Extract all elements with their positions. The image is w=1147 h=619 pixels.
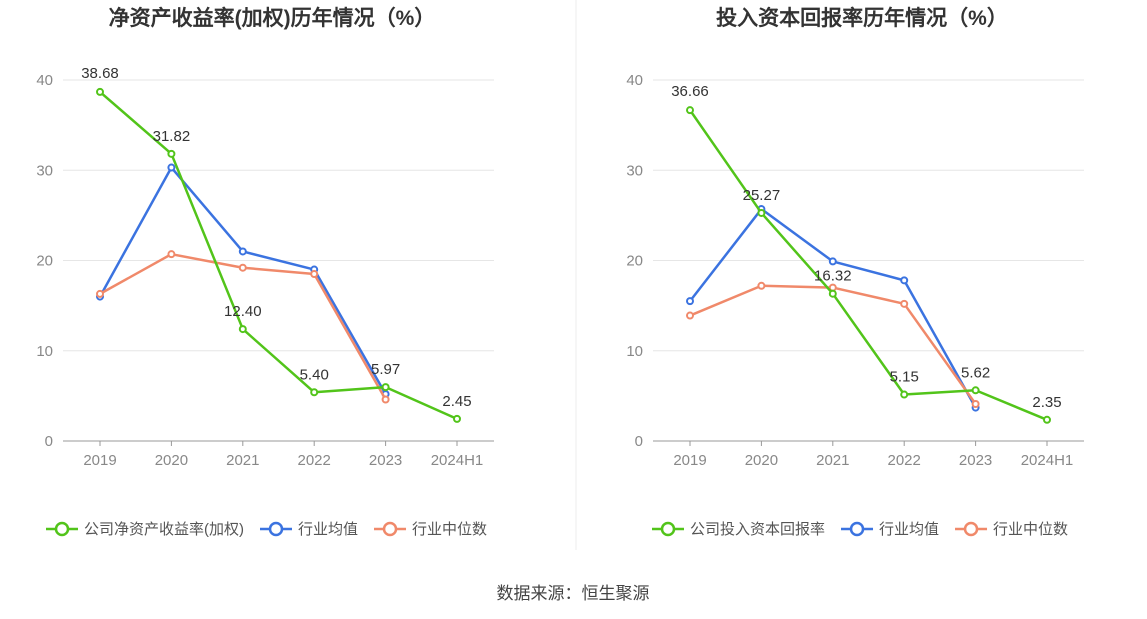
x-tick-label: 2019	[83, 452, 116, 469]
chart-title: 净资产收益率(加权)历年情况（%）	[109, 6, 436, 30]
legend-marker	[849, 521, 865, 537]
data-label: 36.66	[671, 83, 709, 100]
y-tick-label: 30	[36, 162, 53, 179]
data-point[interactable]	[900, 299, 909, 308]
data-source-note: 数据来源：恒生聚源	[497, 584, 650, 603]
data-point[interactable]	[96, 87, 104, 96]
x-tick-label: 2021	[226, 452, 259, 469]
y-tick-label: 10	[36, 343, 53, 360]
legend-label: 行业均值	[298, 521, 358, 538]
y-tick-label: 20	[626, 253, 643, 270]
data-point[interactable]	[757, 281, 766, 290]
data-point[interactable]	[900, 390, 909, 399]
x-tick-label: 2019	[673, 452, 706, 469]
legend-item[interactable]: 行业均值	[260, 521, 358, 538]
data-point[interactable]	[96, 289, 104, 298]
legend-label: 公司投入资本回报率	[690, 521, 825, 538]
data-point[interactable]	[971, 399, 980, 408]
y-tick-label: 40	[626, 72, 643, 89]
data-point[interactable]	[900, 276, 909, 285]
data-label: 5.62	[961, 364, 990, 381]
legend-item[interactable]: 行业中位数	[955, 521, 1068, 538]
x-tick-label: 2020	[155, 452, 188, 469]
x-tick-label: 2023	[369, 452, 402, 469]
x-tick-label: 2022	[298, 452, 331, 469]
x-tick-label: 2024H1	[431, 452, 484, 469]
chart-title: 投入资本回报率历年情况（%）	[716, 6, 1008, 30]
series-line-0	[99, 90, 458, 421]
series-line-0	[688, 109, 1048, 421]
data-point[interactable]	[238, 325, 247, 334]
roe-chart: 净资产收益率(加权)历年情况（%） 0 10 20 30 40 2019 2020 2021 2…	[36, 6, 494, 538]
x-tick-label: 2023	[959, 452, 992, 469]
data-label: 12.40	[224, 303, 262, 320]
data-point[interactable]	[167, 149, 176, 158]
y-tick-label: 0	[45, 433, 53, 450]
legend-label: 行业中位数	[412, 521, 487, 538]
data-point[interactable]	[310, 270, 319, 279]
legend-label: 行业中位数	[993, 521, 1068, 538]
series-line-2	[689, 284, 977, 405]
data-point[interactable]	[828, 289, 837, 298]
data-label: 5.15	[890, 369, 919, 386]
legend-item[interactable]: 行业中位数	[374, 521, 487, 538]
data-point[interactable]	[686, 297, 694, 306]
series-line-1	[98, 166, 387, 395]
data-point[interactable]	[167, 163, 176, 172]
series-line-1	[689, 207, 977, 409]
data-point[interactable]	[828, 257, 837, 266]
legend-label: 行业均值	[879, 521, 939, 538]
data-label: 25.27	[743, 187, 781, 204]
legend-marker	[268, 521, 284, 537]
y-tick-label: 10	[626, 343, 643, 360]
data-point[interactable]	[381, 383, 390, 392]
legend-marker	[382, 521, 398, 537]
y-tick-label: 0	[635, 433, 643, 450]
y-tick-label: 30	[626, 162, 643, 179]
data-point[interactable]	[971, 386, 980, 395]
legend-marker	[660, 521, 676, 537]
data-point[interactable]	[381, 395, 390, 404]
x-tick-label: 2020	[745, 452, 778, 469]
data-point[interactable]	[1043, 415, 1051, 424]
legend-label: 公司净资产收益率(加权)	[84, 521, 244, 538]
y-tick-label: 20	[36, 253, 53, 270]
data-point[interactable]	[310, 388, 319, 397]
data-point[interactable]	[238, 263, 247, 272]
data-label: 2.35	[1032, 394, 1061, 411]
legend-item[interactable]: 公司投入资本回报率	[652, 521, 825, 538]
data-label: 31.82	[153, 128, 191, 145]
roic-chart: 投入资本回报率历年情况（%） 0 10 20 30 40 2019 2020 2021 2022…	[626, 6, 1084, 538]
data-label: 5.40	[300, 366, 329, 383]
data-point[interactable]	[238, 247, 247, 256]
data-label: 38.68	[81, 65, 119, 82]
legend-item[interactable]: 公司净资产收益率(加权)	[46, 521, 244, 538]
data-point[interactable]	[686, 106, 694, 115]
data-label: 5.97	[371, 361, 400, 378]
x-tick-label: 2021	[816, 452, 849, 469]
x-tick-label: 2024H1	[1021, 452, 1074, 469]
legend-marker	[54, 521, 70, 537]
data-label: 16.32	[814, 268, 852, 285]
y-tick-label: 40	[36, 72, 53, 89]
x-tick-label: 2022	[888, 452, 921, 469]
legend-item[interactable]: 行业均值	[841, 521, 939, 538]
data-point[interactable]	[757, 208, 766, 217]
legend-marker	[963, 521, 979, 537]
data-point[interactable]	[686, 311, 694, 320]
data-label: 2.45	[442, 393, 471, 410]
data-point[interactable]	[453, 414, 461, 423]
data-point[interactable]	[167, 250, 176, 259]
